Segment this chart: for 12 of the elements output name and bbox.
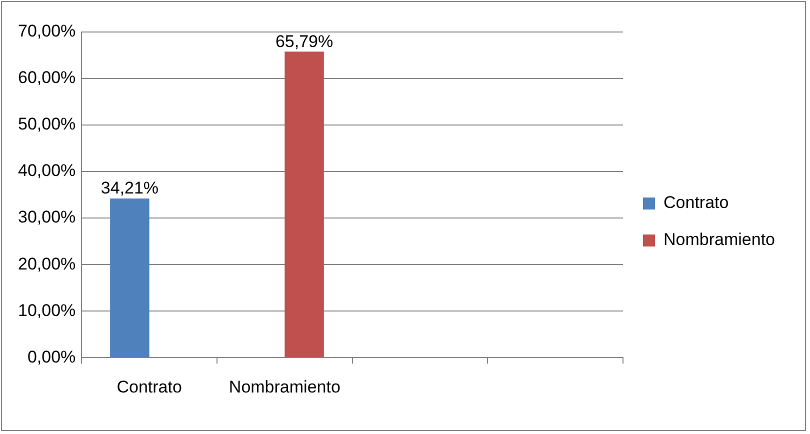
y-tick-label: 50,00%: [18, 114, 76, 134]
y-tick-label: 60,00%: [18, 68, 76, 88]
y-tick-label: 20,00%: [18, 254, 76, 274]
legend-label: Contrato: [664, 193, 729, 212]
data-label: 65,79%: [275, 32, 334, 51]
legend-label: Nombramiento: [664, 230, 776, 250]
data-label: 34,21%: [100, 178, 159, 198]
y-tick-label: 70,00%: [18, 22, 76, 41]
y-tick-label: 40,00%: [18, 161, 76, 180]
y-tick-label: 30,00%: [18, 208, 76, 227]
y-tick-label: 10,00%: [18, 300, 76, 320]
y-tick-label: 0,00%: [27, 347, 76, 366]
